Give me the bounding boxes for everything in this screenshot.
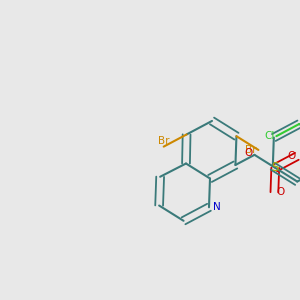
- Text: Br: Br: [158, 136, 170, 146]
- Text: O: O: [287, 151, 296, 161]
- Text: Br: Br: [245, 145, 257, 155]
- Text: O: O: [245, 148, 253, 158]
- Text: Cl: Cl: [265, 131, 275, 141]
- Text: S: S: [272, 161, 279, 174]
- Text: N: N: [213, 202, 220, 212]
- Text: O: O: [276, 187, 284, 197]
